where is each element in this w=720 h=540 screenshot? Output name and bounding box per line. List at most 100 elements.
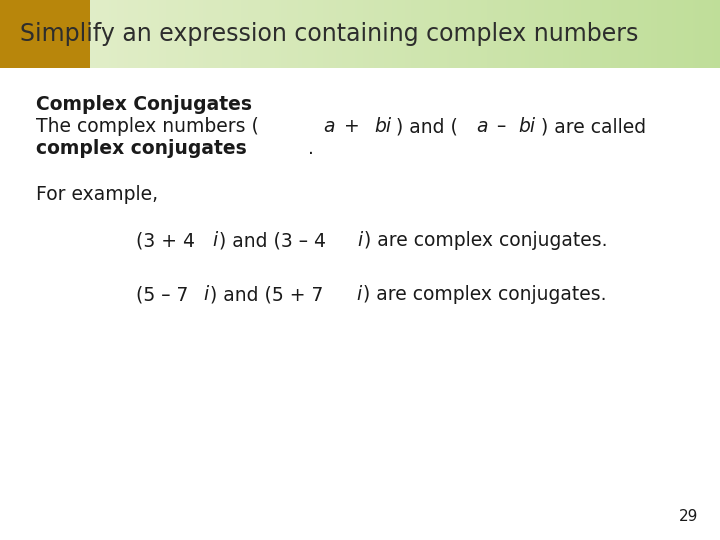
Bar — [92, 0, 95, 68]
Bar — [489, 0, 492, 68]
Bar — [202, 0, 204, 68]
Bar — [220, 0, 222, 68]
Bar — [413, 0, 416, 68]
Bar — [275, 0, 277, 68]
Bar — [143, 0, 145, 68]
Bar — [210, 0, 212, 68]
Bar — [281, 0, 284, 68]
Bar — [621, 0, 624, 68]
Bar — [697, 0, 700, 68]
Bar — [598, 0, 600, 68]
Bar — [443, 0, 446, 68]
Bar — [590, 0, 593, 68]
Bar — [204, 0, 206, 68]
Bar — [657, 0, 660, 68]
Bar — [690, 0, 693, 68]
Bar — [359, 0, 361, 68]
Bar — [300, 0, 302, 68]
Bar — [632, 0, 634, 68]
Bar — [424, 0, 426, 68]
Bar — [207, 0, 210, 68]
Bar — [340, 0, 343, 68]
Bar — [527, 0, 529, 68]
Bar — [537, 0, 540, 68]
Text: ) and (3 – 4: ) and (3 – 4 — [219, 232, 326, 251]
Text: i: i — [212, 232, 217, 251]
Bar — [575, 0, 577, 68]
Bar — [166, 0, 168, 68]
Bar — [365, 0, 368, 68]
Bar — [205, 0, 208, 68]
Bar — [321, 0, 323, 68]
Bar — [279, 0, 282, 68]
Bar — [369, 0, 372, 68]
Bar — [539, 0, 542, 68]
Bar — [193, 0, 196, 68]
Bar — [367, 0, 370, 68]
Bar — [508, 0, 510, 68]
Bar — [529, 0, 531, 68]
Text: bi: bi — [518, 118, 536, 137]
Bar — [186, 0, 189, 68]
Bar — [557, 0, 559, 68]
Bar — [531, 0, 534, 68]
Bar — [101, 0, 103, 68]
Bar — [182, 0, 185, 68]
Bar — [254, 0, 256, 68]
Bar — [372, 0, 374, 68]
Bar — [683, 0, 685, 68]
Bar — [243, 0, 246, 68]
Bar — [676, 0, 678, 68]
Bar — [355, 0, 357, 68]
Bar — [331, 0, 334, 68]
Bar — [262, 0, 265, 68]
Bar — [454, 0, 456, 68]
Bar — [474, 0, 477, 68]
Bar — [235, 0, 238, 68]
Bar — [647, 0, 649, 68]
Bar — [227, 0, 229, 68]
Bar — [395, 0, 397, 68]
Bar — [132, 0, 135, 68]
Bar — [695, 0, 698, 68]
Bar — [388, 0, 391, 68]
Text: .: . — [308, 139, 314, 159]
Text: Complex Conjugates: Complex Conjugates — [36, 96, 252, 114]
Text: For example,: For example, — [36, 186, 158, 205]
Bar — [256, 0, 258, 68]
Bar — [663, 0, 666, 68]
Bar — [505, 0, 508, 68]
Bar — [386, 0, 389, 68]
Bar — [640, 0, 643, 68]
Bar — [390, 0, 393, 68]
Bar — [491, 0, 494, 68]
Bar — [667, 0, 670, 68]
Bar — [308, 0, 311, 68]
Bar — [468, 0, 471, 68]
Bar — [136, 0, 139, 68]
Bar — [516, 0, 519, 68]
Bar — [252, 0, 254, 68]
Bar — [120, 0, 122, 68]
Bar — [562, 0, 565, 68]
Bar — [638, 0, 641, 68]
Bar — [485, 0, 487, 68]
Bar — [688, 0, 691, 68]
Bar — [269, 0, 271, 68]
Bar — [163, 0, 166, 68]
Bar — [306, 0, 309, 68]
Bar — [493, 0, 496, 68]
Bar — [336, 0, 338, 68]
Text: a: a — [476, 118, 487, 137]
Bar — [699, 0, 701, 68]
Bar — [153, 0, 156, 68]
Bar — [703, 0, 706, 68]
Bar — [651, 0, 653, 68]
Bar — [180, 0, 183, 68]
Text: (3 + 4: (3 + 4 — [136, 232, 195, 251]
Bar — [216, 0, 219, 68]
Text: The complex numbers (: The complex numbers ( — [36, 118, 259, 137]
Bar — [655, 0, 657, 68]
Bar — [546, 0, 549, 68]
Text: ) and (5 + 7: ) and (5 + 7 — [210, 286, 324, 305]
